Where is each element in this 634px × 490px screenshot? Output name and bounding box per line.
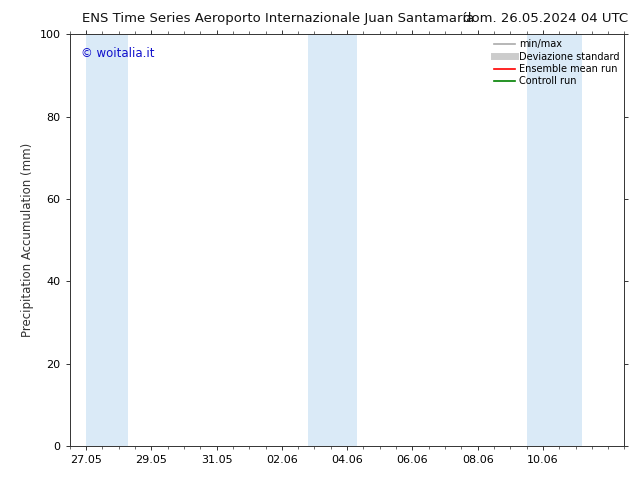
Bar bbox=[86, 34, 129, 446]
Legend: min/max, Deviazione standard, Ensemble mean run, Controll run: min/max, Deviazione standard, Ensemble m… bbox=[492, 37, 621, 88]
Text: dom. 26.05.2024 04 UTC: dom. 26.05.2024 04 UTC bbox=[463, 12, 628, 25]
Y-axis label: Precipitation Accumulation (mm): Precipitation Accumulation (mm) bbox=[21, 143, 34, 337]
Bar bbox=[527, 34, 582, 446]
Text: ENS Time Series Aeroporto Internazionale Juan Santamaría: ENS Time Series Aeroporto Internazionale… bbox=[82, 12, 475, 25]
Bar bbox=[308, 34, 357, 446]
Text: © woitalia.it: © woitalia.it bbox=[81, 47, 154, 60]
